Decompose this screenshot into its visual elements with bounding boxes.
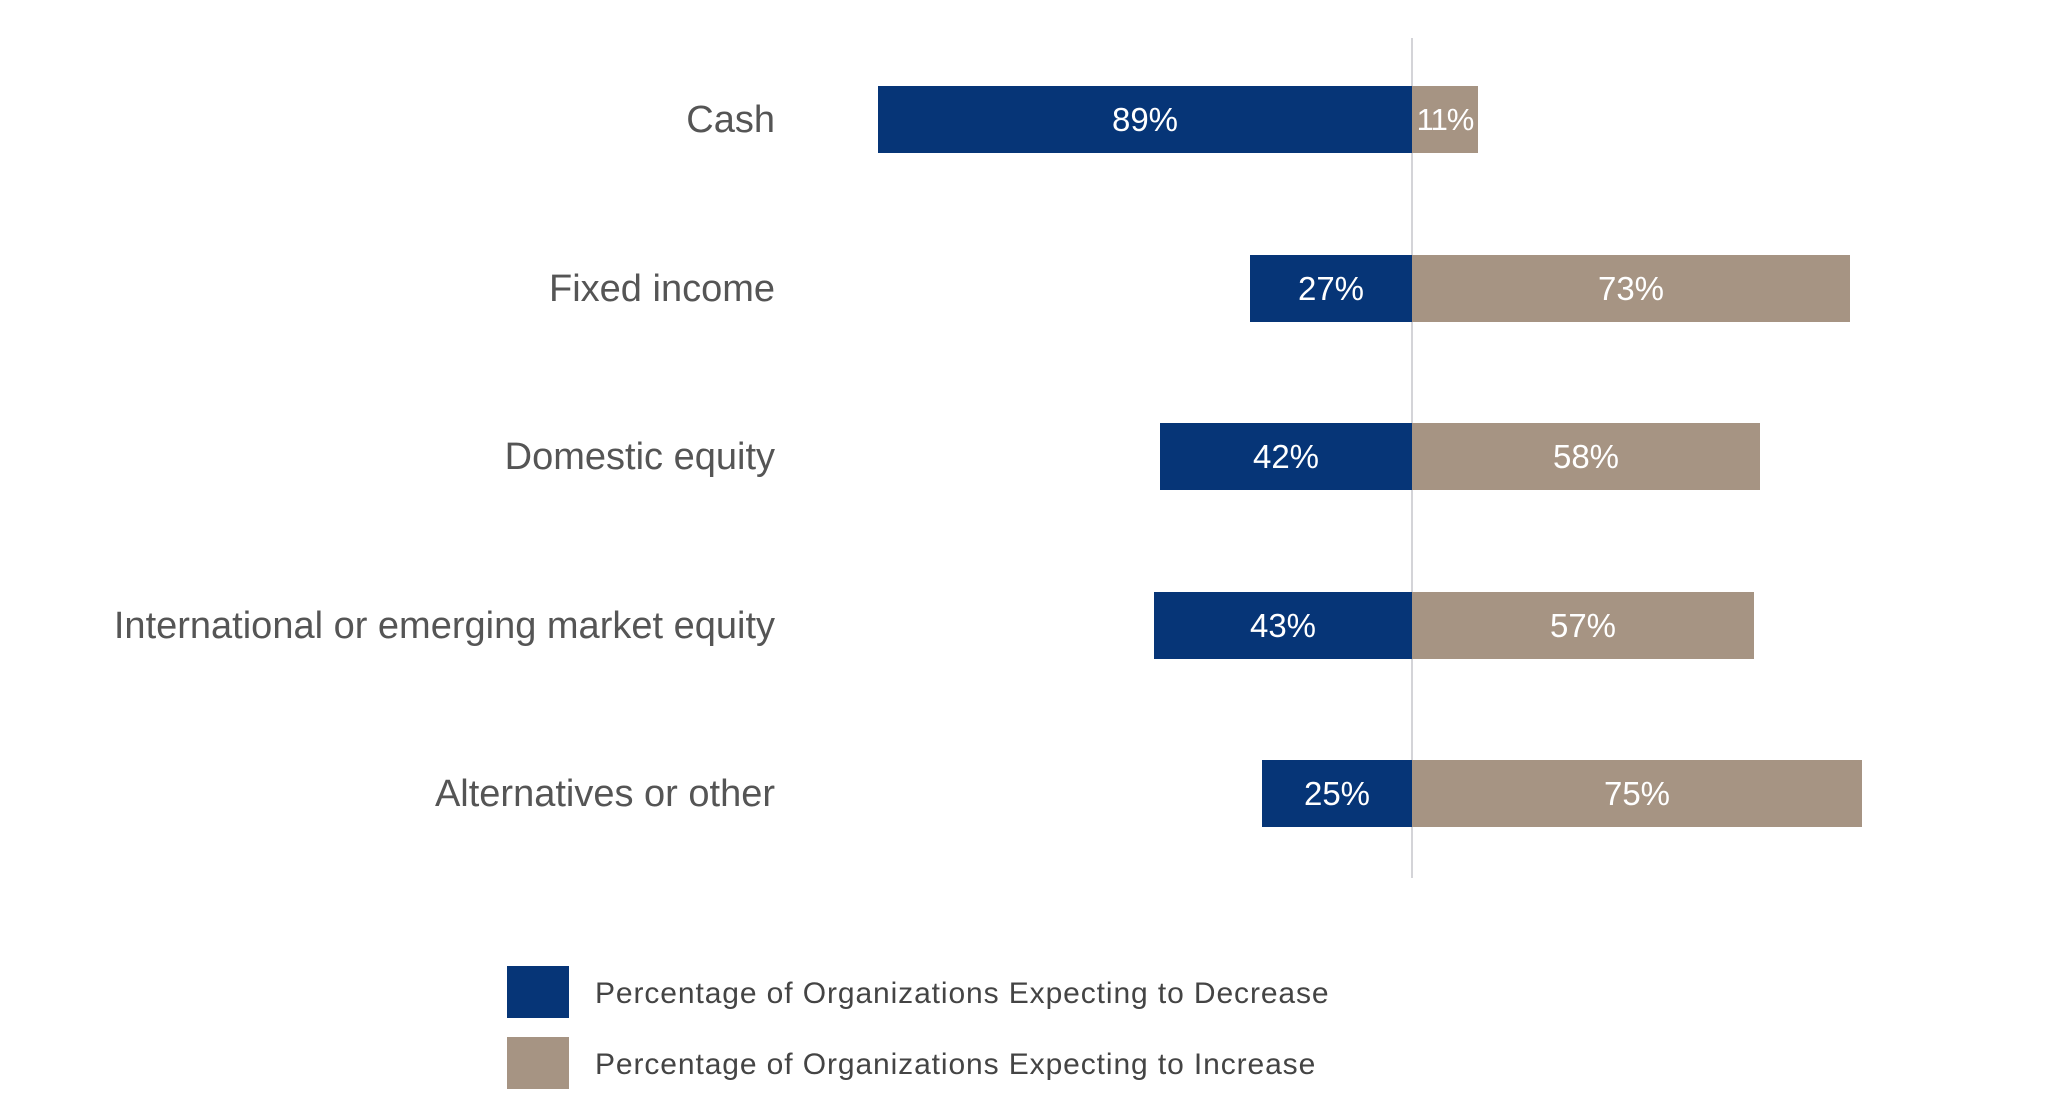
chart-row: Fixed income 27% 73% bbox=[0, 255, 2048, 323]
bar-decrease: 43% bbox=[1154, 592, 1412, 659]
legend-swatch-decrease bbox=[507, 966, 569, 1018]
category-label: Cash bbox=[686, 99, 775, 141]
chart-row: International or emerging market equity 4… bbox=[0, 592, 2048, 660]
bar-increase: 11% bbox=[1412, 86, 1478, 153]
bar-increase: 73% bbox=[1412, 255, 1850, 322]
bar-increase: 57% bbox=[1412, 592, 1754, 659]
bar-decrease: 89% bbox=[878, 86, 1412, 153]
bar-decrease: 25% bbox=[1262, 760, 1412, 827]
category-label: Domestic equity bbox=[504, 436, 775, 478]
chart-row: Alternatives or other 25% 75% bbox=[0, 760, 2048, 828]
bar-increase: 58% bbox=[1412, 423, 1760, 490]
category-label: Fixed income bbox=[549, 268, 775, 310]
chart-row: Cash 89% 11% bbox=[0, 86, 2048, 154]
category-label: International or emerging market equity bbox=[113, 605, 775, 647]
bar-decrease: 27% bbox=[1250, 255, 1412, 322]
bar-decrease: 42% bbox=[1160, 423, 1412, 490]
legend-label-decrease: Percentage of Organizations Expecting to… bbox=[595, 977, 1330, 1010]
legend-label-increase: Percentage of Organizations Expecting to… bbox=[595, 1048, 1317, 1081]
category-label: Alternatives or other bbox=[434, 773, 775, 815]
chart-row: Domestic equity 42% 58% bbox=[0, 423, 2048, 491]
legend-swatch-increase bbox=[507, 1037, 569, 1089]
bar-increase: 75% bbox=[1412, 760, 1862, 827]
